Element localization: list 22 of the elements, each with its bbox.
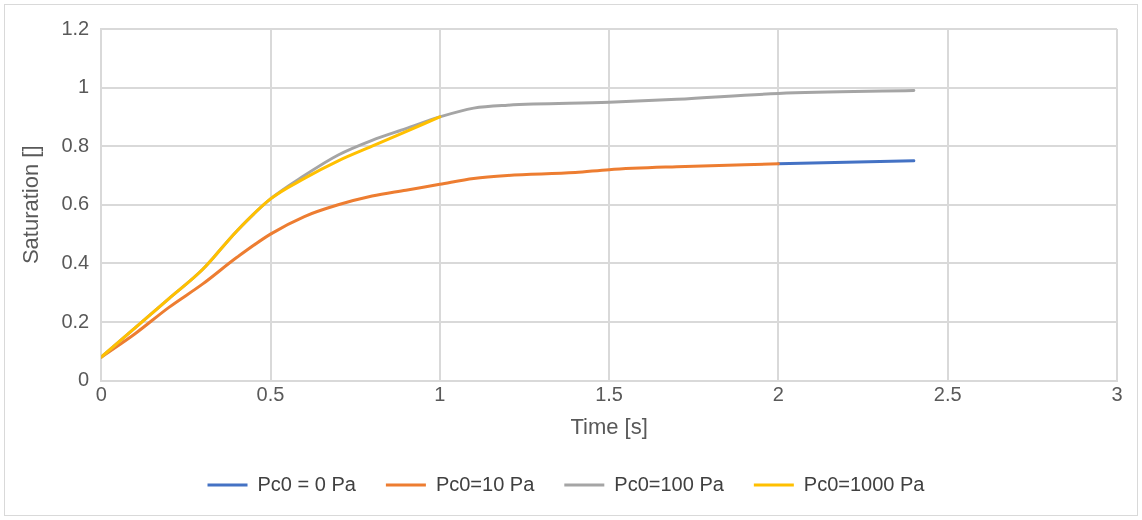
y-tick-label: 0 <box>78 368 90 391</box>
y-tick-label: 0.4 <box>61 250 90 273</box>
line-series <box>101 115 442 359</box>
y-tick-label: 0.2 <box>61 309 90 332</box>
legend-label: Pc0=1000 Pa <box>803 472 926 495</box>
y-tick-label: 1 <box>78 75 90 98</box>
x-tick-label: 1.5 <box>595 383 624 406</box>
x-tick-label: 0 <box>95 383 107 406</box>
x-tick-label: 2.5 <box>933 383 962 406</box>
y-tick-label: 0.6 <box>61 192 90 215</box>
x-tick-label: 1 <box>434 383 446 406</box>
x-tick-label: 0.5 <box>256 383 285 406</box>
y-tick-label: 0.8 <box>61 133 90 156</box>
legend-label: Pc0 = 0 Pa <box>257 472 357 495</box>
x-axis-title: Time [s] <box>570 413 648 439</box>
line-series <box>101 162 780 359</box>
legend-label: Pc0=10 Pa <box>435 472 536 495</box>
y-axis-title: Saturation [] <box>18 145 44 265</box>
legend-label: Pc0=100 Pa <box>614 472 725 495</box>
x-tick-label: 2 <box>772 383 784 406</box>
x-tick-label: 3 <box>1111 383 1123 406</box>
y-tick-label: 1.2 <box>61 16 90 39</box>
